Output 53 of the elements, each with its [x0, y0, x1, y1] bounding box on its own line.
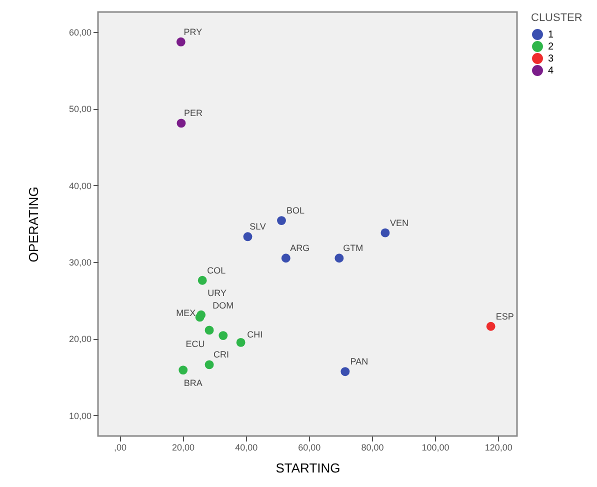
point — [236, 338, 246, 347]
y-tick-label: 20,00 — [68, 334, 92, 344]
annotation: VEN — [390, 218, 408, 228]
point — [176, 37, 186, 46]
y-tick-label: 40,00 — [68, 180, 92, 191]
y-tick-label: 60,00 — [68, 27, 92, 38]
legend-label: 4 — [548, 66, 554, 76]
x-tick-label: 100,00 — [422, 442, 450, 452]
y-axis-title: OPERATING — [26, 186, 41, 262]
point — [281, 254, 290, 263]
y-tick-label: 50,00 — [68, 104, 92, 114]
annotation: COL — [207, 265, 226, 276]
annotation: URY — [208, 288, 227, 298]
legend-label: 2 — [548, 42, 554, 52]
x-tick-label: 120,00 — [484, 442, 512, 452]
annotation: BOL — [286, 206, 304, 216]
annotation: PER — [184, 108, 203, 118]
y-tick-label: 30,00 — [68, 257, 92, 268]
legend-label: 3 — [548, 54, 554, 64]
annotation: ECU — [186, 339, 205, 350]
annotation: BRA — [184, 378, 202, 388]
annotation: SLV — [250, 222, 266, 232]
point — [340, 367, 350, 376]
annotation: CHI — [247, 329, 263, 340]
point — [196, 310, 206, 320]
x-tick-label: 60,00 — [298, 442, 321, 452]
point — [218, 331, 228, 340]
point — [204, 360, 214, 370]
point — [178, 366, 188, 375]
annotation: ESP — [496, 311, 514, 322]
point — [334, 254, 344, 263]
annotation: PRY — [184, 26, 202, 37]
x-axis-title: STARTING — [276, 460, 340, 476]
legend-title: CLUSTER — [531, 12, 582, 24]
x-tick-label: 80,00 — [361, 442, 384, 452]
y-tick-label: 10,00 — [68, 410, 92, 421]
legend-label: 1 — [548, 30, 554, 40]
annotation: GTM — [343, 243, 364, 254]
annotation: PAN — [350, 356, 368, 367]
point — [198, 276, 207, 285]
x-tick-label: 40,00 — [235, 442, 258, 452]
point — [380, 228, 390, 238]
annotation: DOM — [212, 300, 234, 311]
point — [486, 322, 496, 331]
point — [277, 216, 286, 226]
point — [243, 232, 252, 242]
point — [204, 326, 214, 335]
annotation: CRI — [214, 350, 230, 360]
point — [176, 118, 186, 128]
x-tick-label: ,00 — [114, 442, 127, 452]
annotation: MEX — [176, 308, 196, 318]
annotation: ARG — [290, 243, 310, 254]
x-tick-label: 20,00 — [172, 442, 195, 452]
